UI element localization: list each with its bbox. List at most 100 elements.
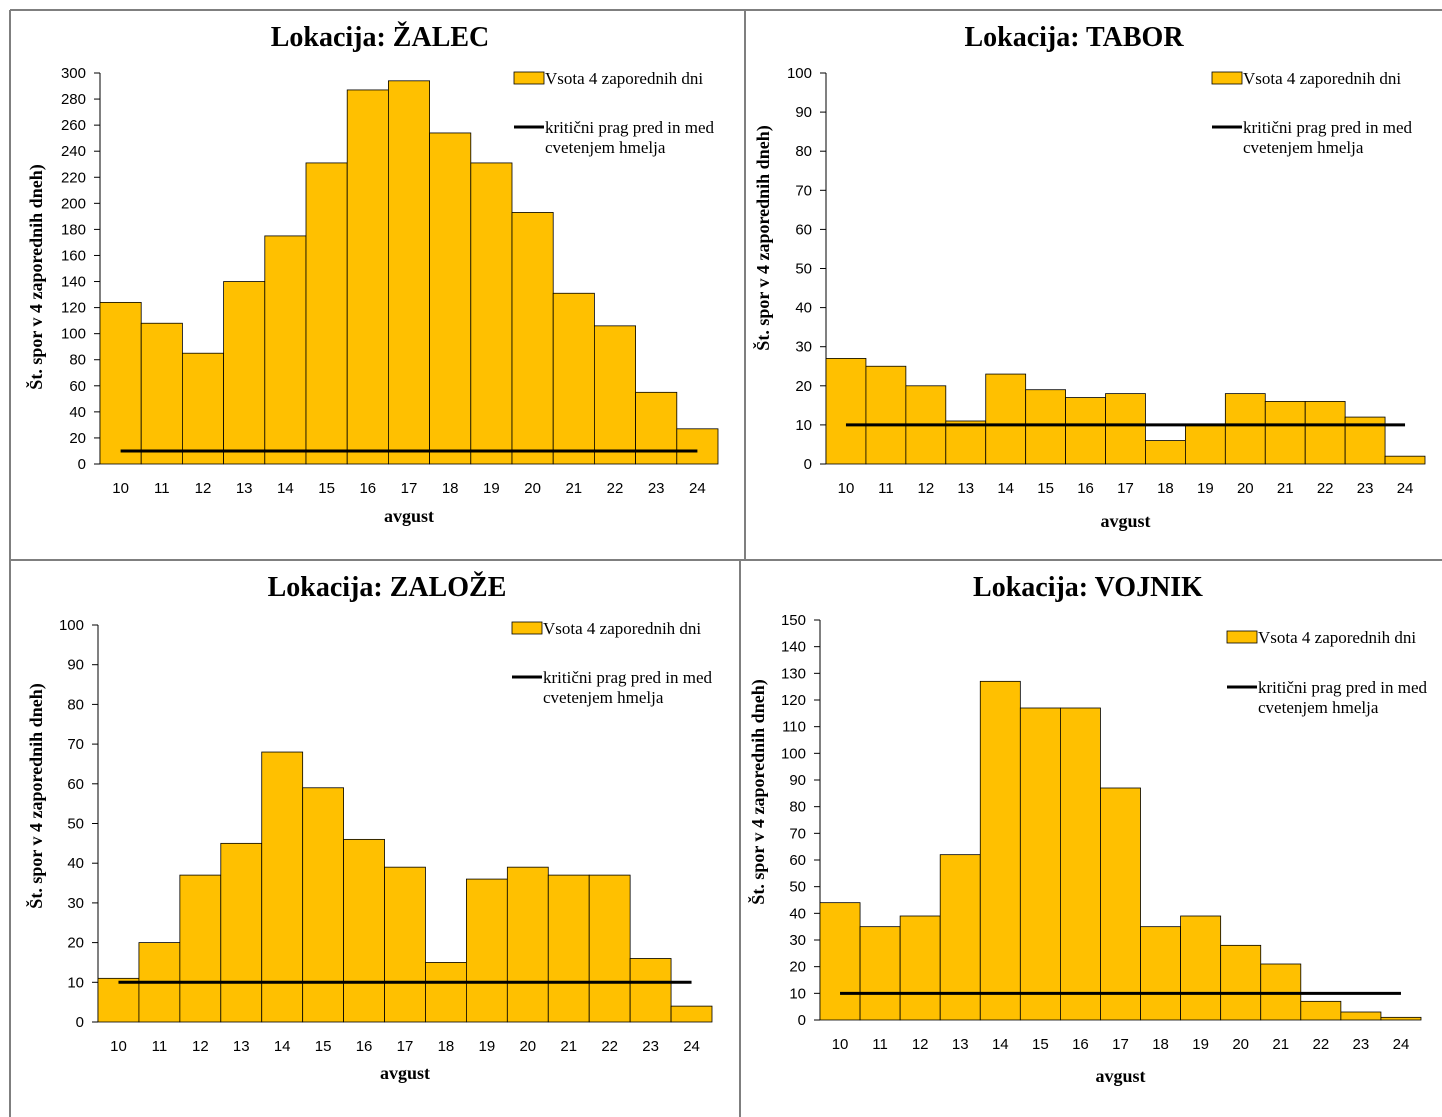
y-tick-label: 0 (78, 456, 86, 473)
legend-line-label: kritični prag pred in med cvetenjem hmelj… (543, 668, 713, 707)
bar-19 (1180, 915, 1222, 1021)
legend-bar-label: Vsota 4 zaporednih dni (545, 69, 703, 88)
y-tick-label: 40 (789, 905, 806, 922)
y-tick-label: 140 (781, 639, 806, 656)
x-axis-label: avgust (384, 506, 434, 526)
bar-22 (588, 874, 631, 1023)
chart-tabor: Lokacija: TABOR Št. spor v 4 zaporednih d… (752, 22, 1426, 531)
x-tick-label: 10 (838, 480, 855, 497)
y-tick-label: 300 (61, 65, 86, 82)
y-tick-label: 280 (61, 91, 86, 108)
y-tick-label: 0 (76, 1014, 84, 1031)
x-tick-label: 19 (479, 1038, 496, 1055)
bar-10 (97, 977, 140, 1023)
x-tick-label: 13 (236, 480, 253, 497)
y-tick-label: 60 (69, 378, 86, 395)
bar-11 (140, 322, 183, 465)
bar-13 (220, 842, 263, 1023)
x-axis-label: avgust (380, 1063, 430, 1083)
x-tick-label: 17 (397, 1038, 414, 1055)
bar-11 (859, 926, 901, 1021)
legend-line-label: kritični prag pred in med cvetenjem hmelj… (545, 118, 715, 157)
x-axis-label: avgust (1095, 1066, 1145, 1086)
x-tick-label: 15 (315, 1038, 332, 1055)
chart-zalec: Lokacija: ŽALEC Št. spor v 4 zaporednih d… (25, 22, 719, 526)
y-tick-label: 10 (67, 974, 84, 991)
y-axis-label: Št. spor v 4 zaporednih dneh) (25, 683, 47, 908)
bar-10 (99, 301, 142, 465)
x-tick-label: 13 (957, 480, 974, 497)
bar-24 (1380, 1016, 1422, 1021)
x-tick-label: 15 (1037, 480, 1054, 497)
bar-22 (1304, 401, 1346, 465)
bar-23 (1340, 1011, 1382, 1021)
x-tick-label: 21 (1272, 1036, 1289, 1053)
y-tick-label: 80 (67, 696, 84, 713)
x-tick-label: 23 (1357, 480, 1374, 497)
x-tick-label: 11 (152, 1038, 168, 1055)
bar-20 (1224, 393, 1266, 465)
chart-panel-zalec: Lokacija: ŽALEC Št. spor v 4 zaporednih d… (12, 12, 742, 558)
bar-18 (1140, 926, 1181, 1021)
bar-22 (1300, 1000, 1342, 1021)
bar-15 (305, 162, 348, 465)
bar-11 (865, 365, 907, 465)
legend-bar-swatch (1211, 71, 1243, 85)
bar-20 (1220, 944, 1262, 1021)
bar-17 (1105, 393, 1146, 465)
y-tick-label: 0 (804, 456, 812, 473)
bar-20 (506, 866, 549, 1023)
x-tick-label: 24 (1393, 1036, 1410, 1053)
bar-13 (945, 420, 987, 465)
chart-zaloze: Lokacija: ZALOŽE Št. spor v 4 zaporednih … (25, 572, 713, 1083)
x-tick-label: 10 (832, 1036, 849, 1053)
x-tick-label: 14 (992, 1036, 1009, 1053)
x-tick-label: 14 (274, 1038, 291, 1055)
bar-16 (1065, 397, 1106, 465)
x-tick-label: 21 (565, 480, 582, 497)
bar-14 (264, 235, 307, 465)
y-axis-label: Št. spor v 4 zaporednih dneh) (752, 125, 774, 350)
x-tick-label: 19 (483, 480, 500, 497)
bar-22 (594, 325, 637, 465)
legend-bar-label: Vsota 4 zaporednih dni (1258, 628, 1416, 647)
bar-18 (425, 962, 467, 1023)
y-tick-label: 80 (789, 799, 806, 816)
x-tick-label: 15 (1032, 1036, 1049, 1053)
bar-13 (223, 281, 266, 465)
x-tick-label: 23 (648, 480, 665, 497)
y-tick-label: 60 (789, 852, 806, 869)
bar-19 (465, 878, 508, 1023)
y-tick-label: 60 (67, 776, 84, 793)
y-tick-label: 40 (69, 404, 86, 421)
x-tick-label: 12 (917, 480, 934, 497)
bar-16 (346, 89, 389, 465)
y-tick-label: 160 (61, 247, 86, 264)
y-tick-label: 220 (61, 169, 86, 186)
y-tick-label: 140 (61, 274, 86, 291)
x-tick-label: 17 (1112, 1036, 1129, 1053)
bar-18 (429, 132, 472, 465)
x-tick-label: 13 (233, 1038, 250, 1055)
bar-21 (547, 874, 590, 1023)
bar-15 (1019, 707, 1061, 1021)
y-tick-label: 110 (782, 719, 806, 736)
y-tick-label: 60 (795, 221, 812, 238)
x-tick-label: 14 (277, 480, 294, 497)
x-tick-label: 17 (1117, 480, 1134, 497)
x-tick-label: 20 (519, 1038, 536, 1055)
y-tick-label: 120 (781, 692, 806, 709)
x-tick-label: 22 (601, 1038, 618, 1055)
y-tick-label: 0 (798, 1012, 806, 1029)
y-tick-label: 50 (795, 261, 812, 278)
x-axis-label: avgust (1100, 511, 1150, 531)
legend-line-label: kritični prag pred in med cvetenjem hmelj… (1258, 678, 1428, 717)
x-tick-label: 20 (1237, 480, 1254, 497)
x-tick-label: 19 (1197, 480, 1214, 497)
y-tick-label: 20 (795, 378, 812, 395)
x-tick-label: 12 (912, 1036, 929, 1053)
x-tick-label: 11 (878, 480, 894, 497)
x-tick-label: 20 (1232, 1036, 1249, 1053)
x-tick-label: 22 (1312, 1036, 1329, 1053)
